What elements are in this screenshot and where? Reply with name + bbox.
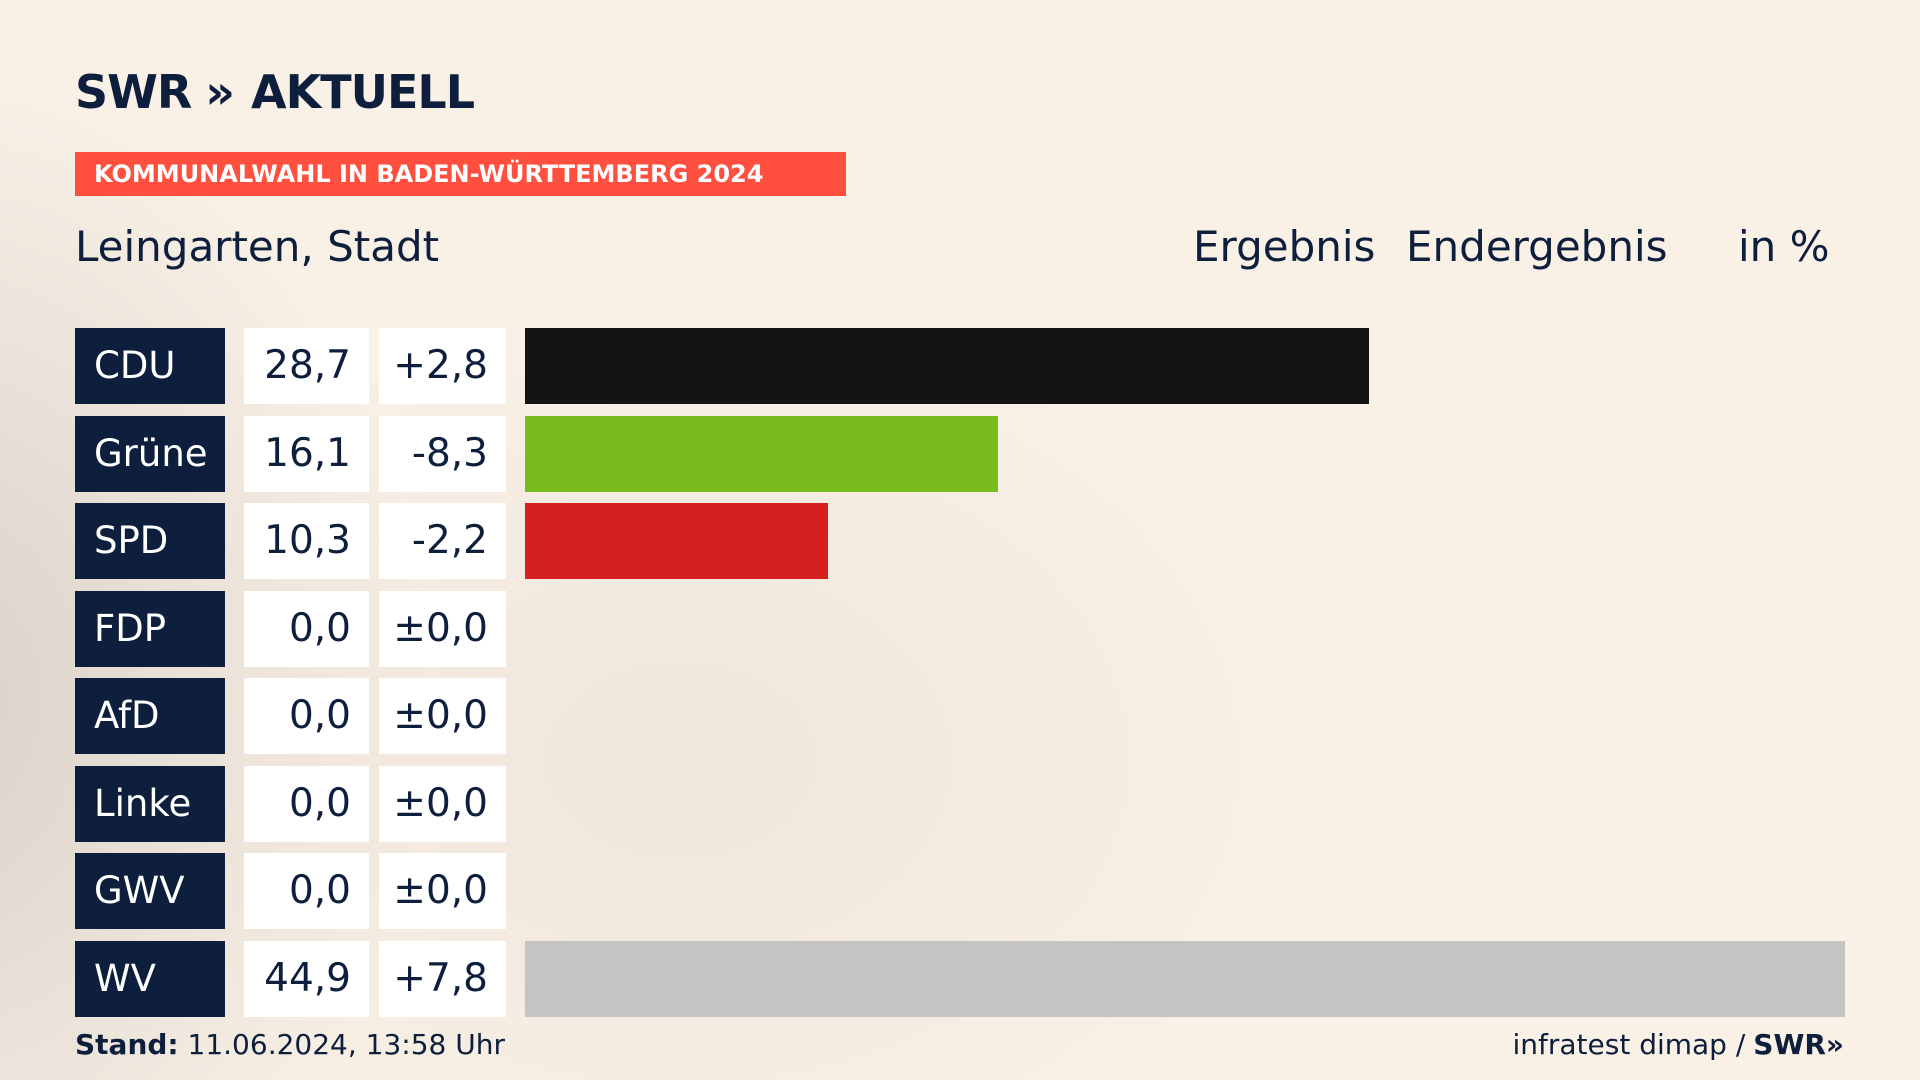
- party-diff: -2,2: [379, 503, 506, 579]
- source-credit: infratest dimap / SWR»: [1512, 1028, 1844, 1061]
- party-row: Linke 0,0 ±0,0: [0, 765, 1920, 842]
- party-diff: ±0,0: [379, 765, 506, 842]
- party-value: 0,0: [244, 765, 369, 842]
- party-value: 0,0: [244, 590, 369, 667]
- party-row: AfD 0,0 ±0,0: [0, 678, 1920, 754]
- party-label: Linke: [75, 765, 225, 842]
- party-diff: -8,3: [379, 415, 506, 492]
- party-label: WV: [75, 940, 225, 1017]
- party-diff: ±0,0: [379, 590, 506, 667]
- election-banner: KOMMUNALWAHL IN BADEN-WÜRTTEMBERG 2024: [75, 152, 846, 196]
- party-label: GWV: [75, 853, 225, 929]
- party-value: 16,1: [244, 415, 369, 492]
- party-value: 28,7: [244, 328, 369, 404]
- timestamp: Stand: 11.06.2024, 13:58 Uhr: [75, 1028, 505, 1061]
- result-header: Ergebnis: [1193, 222, 1376, 271]
- party-label: CDU: [75, 328, 225, 404]
- source-text: infratest dimap /: [1512, 1028, 1746, 1061]
- party-row: FDP 0,0 ±0,0: [0, 590, 1920, 667]
- party-bar: [525, 940, 1845, 1017]
- source-swr-logo: SWR»: [1753, 1028, 1844, 1061]
- party-diff: +7,8: [379, 940, 506, 1017]
- party-label: Grüne: [75, 415, 225, 492]
- party-value: 0,0: [244, 678, 369, 754]
- party-label: FDP: [75, 590, 225, 667]
- logo-swr-text: SWR: [75, 65, 192, 119]
- logo-aktuell-text: AKTUELL: [251, 65, 475, 119]
- party-bar: [525, 328, 1369, 404]
- party-value: 10,3: [244, 503, 369, 579]
- party-diff: ±0,0: [379, 678, 506, 754]
- party-diff: +2,8: [379, 328, 506, 404]
- stand-value: 11.06.2024, 13:58 Uhr: [187, 1028, 505, 1061]
- place-title: Leingarten, Stadt: [75, 222, 440, 271]
- party-value: 44,9: [244, 940, 369, 1017]
- status-header: Endergebnis: [1406, 222, 1668, 271]
- party-value: 0,0: [244, 853, 369, 929]
- party-label: AfD: [75, 678, 225, 754]
- swr-aktuell-logo: SWR » AKTUELL: [75, 64, 475, 120]
- party-row: Grüne 16,1 -8,3: [0, 415, 1920, 492]
- party-diff: ±0,0: [379, 853, 506, 929]
- party-row: GWV 0,0 ±0,0: [0, 853, 1920, 929]
- party-bar: [525, 415, 999, 492]
- party-row: WV 44,9 +7,8: [0, 940, 1920, 1017]
- party-bar: [525, 503, 828, 579]
- party-label: SPD: [75, 503, 225, 579]
- unit-header: in %: [1738, 222, 1830, 271]
- logo-chevron-icon: »: [205, 65, 234, 119]
- stand-label: Stand:: [75, 1028, 179, 1061]
- party-row: SPD 10,3 -2,2: [0, 503, 1920, 579]
- party-row: CDU 28,7 +2,8: [0, 328, 1920, 404]
